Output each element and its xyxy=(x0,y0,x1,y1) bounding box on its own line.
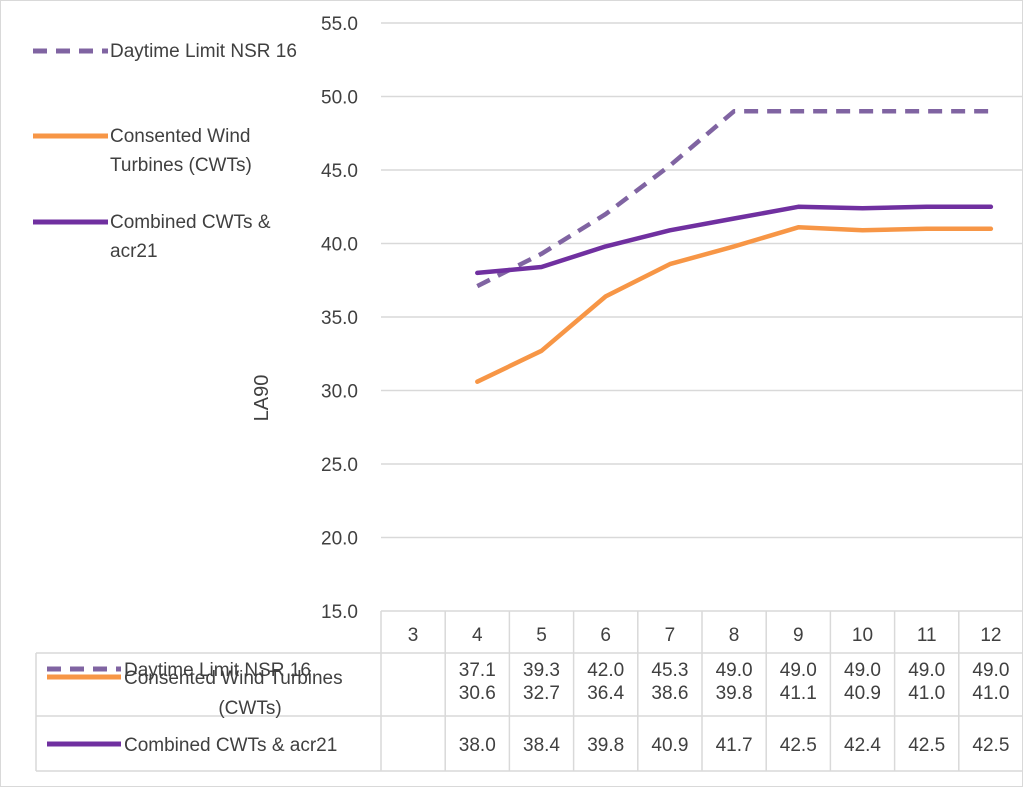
y-tick-label: 20.0 xyxy=(321,529,358,550)
y-axis-title: LA90 xyxy=(251,375,273,422)
table-value: 41.7 xyxy=(716,735,753,756)
table-value: 45.3 xyxy=(651,660,688,681)
series-line xyxy=(476,108,991,289)
series-line xyxy=(475,225,994,384)
table-value: 38.4 xyxy=(523,735,560,756)
table-value: 49.0 xyxy=(716,660,753,681)
x-category-label: 10 xyxy=(852,625,873,646)
legend-label: Daytime Limit NSR 16 xyxy=(110,41,297,62)
table-value: 39.8 xyxy=(716,683,753,704)
data-table: 3 4 5 6 7 8 9 10 11 12 Daytime Limit NSR 16 37.1 39.… xyxy=(35,610,1023,772)
table-value: 41.0 xyxy=(908,683,945,704)
x-category-label: 12 xyxy=(980,625,1001,646)
table-value: 42.5 xyxy=(972,735,1009,756)
y-tick-label: 40.0 xyxy=(321,235,358,256)
x-category-label: 9 xyxy=(793,625,804,646)
y-tick-label: 15.0 xyxy=(321,602,358,623)
x-category-label: 7 xyxy=(665,625,676,646)
legend-label: Turbines (CWTs) xyxy=(110,155,252,176)
table-row-label: Daytime Limit NSR 16 xyxy=(124,660,311,681)
table-value: 39.8 xyxy=(587,735,624,756)
table-value: 39.3 xyxy=(523,660,560,681)
legend-label: Consented Wind xyxy=(110,126,250,147)
table-value: 30.6 xyxy=(459,683,496,704)
table-value: 42.4 xyxy=(844,735,881,756)
table-value: 49.0 xyxy=(908,660,945,681)
table-row-label: Combined CWTs & acr21 xyxy=(124,735,337,756)
x-category-label: 8 xyxy=(729,625,740,646)
table-value: 41.1 xyxy=(780,683,817,704)
y-tick-label: 55.0 xyxy=(321,14,358,35)
x-category-label: 5 xyxy=(536,625,547,646)
table-value: 42.5 xyxy=(908,735,945,756)
x-category-label: 6 xyxy=(600,625,611,646)
table-value: 40.9 xyxy=(651,735,688,756)
table-value: 36.4 xyxy=(587,683,624,704)
table-value: 42.0 xyxy=(587,660,624,681)
table-value: 49.0 xyxy=(780,660,817,681)
table-value: 41.0 xyxy=(972,683,1009,704)
table-value: 38.0 xyxy=(459,735,496,756)
table-row-label: (CWTs) xyxy=(218,698,281,719)
y-axis: 15.0 20.0 25.0 30.0 35.0 40.0 45.0 50.0 55.0 xyxy=(321,14,358,623)
y-tick-label: 25.0 xyxy=(321,455,358,476)
y-tick-label: 30.0 xyxy=(321,382,358,403)
x-category-label: 11 xyxy=(917,625,937,646)
y-tick-label: 50.0 xyxy=(321,88,358,109)
gridlines xyxy=(381,22,1023,539)
table-value: 32.7 xyxy=(523,683,560,704)
table-value: 49.0 xyxy=(972,660,1009,681)
table-value: 38.6 xyxy=(651,683,688,704)
x-category-label: 3 xyxy=(408,625,419,646)
table-value: 40.9 xyxy=(844,683,881,704)
table-row-label: Consented Wind Turbines xyxy=(124,668,343,689)
y-tick-label: 45.0 xyxy=(321,161,358,182)
table-value: 42.5 xyxy=(780,735,817,756)
legend-label: acr21 xyxy=(110,241,158,262)
y-tick-label: 35.0 xyxy=(321,308,358,329)
x-category-label: 4 xyxy=(472,625,483,646)
legend-label: Combined CWTs & xyxy=(110,212,271,233)
table-value: 37.1 xyxy=(459,660,496,681)
plot-area xyxy=(475,108,994,384)
series-line xyxy=(475,204,994,276)
legend: Daytime Limit NSR 16 Consented Wind Turbin… xyxy=(33,41,297,262)
table-value: 49.0 xyxy=(844,660,881,681)
